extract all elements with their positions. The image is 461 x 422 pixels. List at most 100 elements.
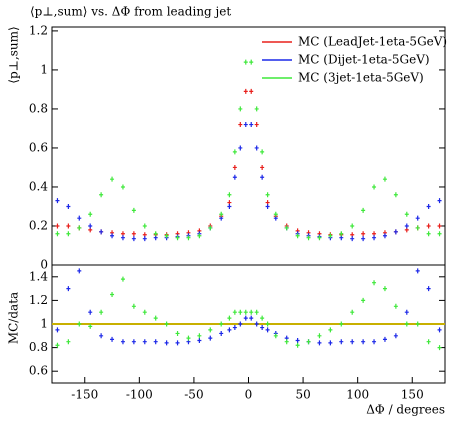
marker [88, 223, 93, 229]
marker [77, 321, 82, 327]
marker [361, 339, 366, 345]
marker [131, 303, 136, 309]
marker [382, 336, 387, 342]
marker [208, 225, 213, 231]
marker [284, 339, 289, 345]
marker [382, 176, 387, 182]
marker [254, 145, 259, 151]
marker [426, 203, 431, 209]
marker [55, 342, 60, 348]
marker [254, 122, 259, 128]
marker [426, 286, 431, 292]
marker [415, 215, 420, 221]
marker [361, 207, 366, 213]
y-axis-label: ⟨p⊥,sum⟩ [7, 26, 21, 83]
marker [393, 333, 398, 339]
marker [227, 315, 232, 321]
legend-label: MC (3jet-1eta-5GeV) [298, 71, 424, 85]
ratio-y-axis-label: MC/data [7, 292, 21, 344]
x-tick-label: -150 [71, 388, 98, 402]
marker [197, 233, 202, 239]
marker [273, 333, 278, 339]
marker [295, 233, 300, 239]
marker [372, 280, 377, 286]
marker [372, 235, 377, 241]
marker [249, 59, 254, 65]
marker [142, 339, 147, 345]
marker [55, 198, 60, 204]
legend-label: MC (LeadJet-1eta-5GeV) [298, 35, 447, 49]
marker [404, 321, 409, 327]
x-axis-label: ΔΦ / degrees [366, 403, 445, 417]
marker [131, 231, 136, 237]
marker [243, 59, 248, 65]
marker [110, 292, 115, 297]
marker [55, 231, 60, 237]
x-tick-label: 0 [245, 388, 253, 402]
marker [393, 303, 398, 309]
marker [243, 315, 248, 321]
marker [175, 340, 180, 346]
marker [238, 145, 243, 151]
marker [437, 223, 442, 229]
marker [350, 223, 355, 229]
marker [350, 339, 355, 345]
marker [265, 327, 270, 333]
marker [227, 203, 232, 209]
marker [131, 207, 136, 213]
marker [153, 231, 158, 237]
y-tick-label: 0.2 [29, 218, 48, 232]
marker [254, 106, 259, 112]
marker [142, 236, 147, 242]
marker [426, 231, 431, 237]
marker [249, 122, 254, 128]
marker [99, 192, 104, 198]
marker [254, 309, 259, 315]
marker [350, 309, 355, 315]
marker [265, 203, 270, 209]
marker [88, 309, 93, 315]
x-tick-label: -100 [126, 388, 153, 402]
x-tick-label: -50 [184, 388, 203, 402]
marker [77, 225, 82, 231]
y-tick-label: 1.2 [29, 293, 48, 307]
marker [120, 276, 125, 282]
marker [219, 211, 224, 217]
marker [260, 149, 265, 155]
marker [164, 340, 169, 346]
marker [219, 321, 224, 327]
marker [260, 164, 265, 170]
marker [328, 233, 333, 239]
y-tick-label: 0.6 [29, 140, 48, 154]
marker [208, 335, 213, 341]
marker [186, 335, 191, 341]
marker [197, 333, 202, 339]
marker [66, 286, 71, 292]
marker [232, 309, 237, 315]
marker [382, 286, 387, 292]
marker [55, 327, 60, 333]
marker [197, 338, 202, 344]
marker [153, 315, 158, 321]
legend-label: MC (Dijet-1eta-5GeV) [298, 53, 430, 67]
marker [164, 233, 169, 239]
marker [243, 88, 248, 94]
y-tick-label: 1.2 [29, 23, 48, 37]
marker [175, 235, 180, 241]
marker [88, 323, 93, 329]
marker [99, 229, 104, 235]
marker [153, 339, 158, 345]
marker [110, 233, 115, 239]
marker [415, 225, 420, 231]
marker [295, 342, 300, 348]
marker [186, 235, 191, 241]
marker [306, 235, 311, 241]
marker [361, 231, 366, 237]
marker [110, 336, 115, 342]
marker [260, 174, 265, 180]
marker [317, 340, 322, 346]
marker [415, 268, 420, 274]
marker [66, 203, 71, 209]
marker [339, 321, 344, 327]
marker [77, 215, 82, 221]
